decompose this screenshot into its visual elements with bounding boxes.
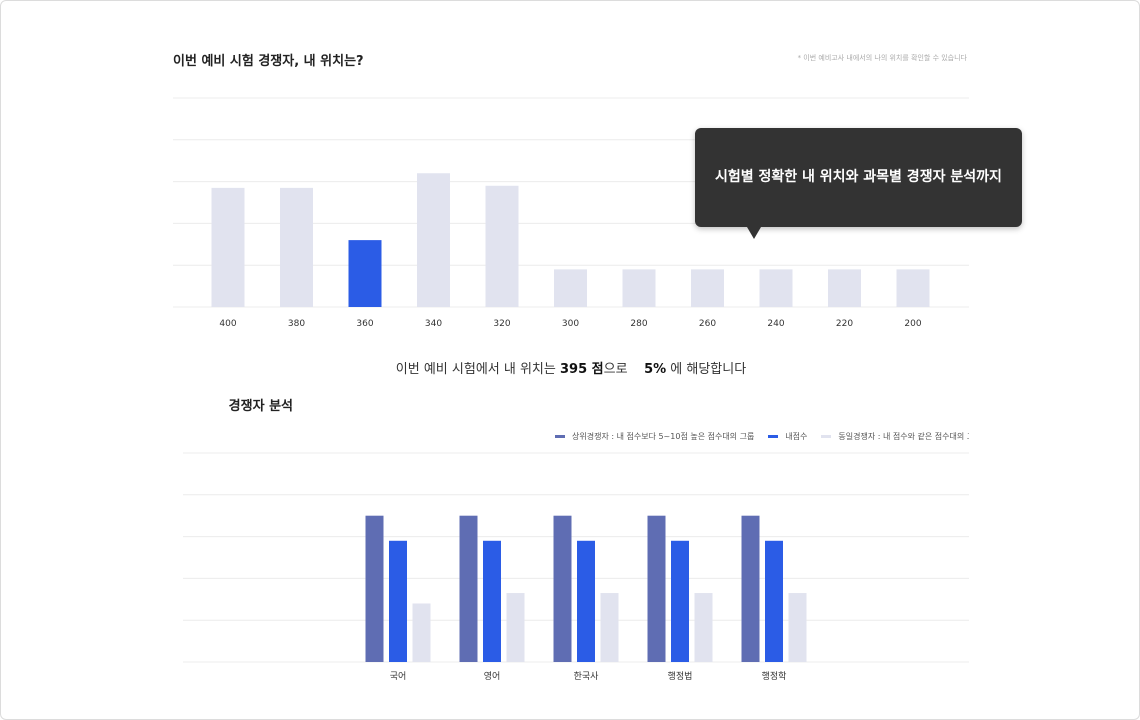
chart2-bar bbox=[694, 593, 713, 662]
summary-prefix: 이번 예비 시험에서 내 위치는 bbox=[395, 362, 560, 377]
chart2-tick-label: 국어 bbox=[390, 671, 407, 682]
chart2-bar bbox=[459, 515, 478, 662]
chart2-bar bbox=[765, 540, 783, 662]
chart1-bar bbox=[554, 269, 587, 307]
chart1-tick-label: 400 bbox=[219, 319, 236, 329]
chart1-tick-label: 360 bbox=[356, 319, 373, 329]
legend-swatch bbox=[555, 435, 565, 438]
chart2-bar bbox=[553, 515, 572, 662]
chart2-bar bbox=[600, 593, 619, 662]
summary-percent: 5% bbox=[644, 362, 667, 377]
subject-comparison-chart: 국어 영어 한국사 행정법 행정학 bbox=[183, 452, 969, 682]
legend-list: 상위경쟁자 : 내 점수보다 5~10점 높은 점수대의 그룹 내점수 동일경쟁자 … bbox=[555, 431, 969, 442]
summary-suffix: 에 해당합니다 bbox=[670, 362, 747, 377]
feature-tooltip: 시험별 정확한 내 위치와 과목별 경쟁자 분석까지 bbox=[695, 128, 1022, 239]
chart2-bar bbox=[365, 515, 384, 662]
chart1-tick-label: 240 bbox=[767, 319, 784, 329]
position-summary: 이번 예비 시험에서 내 위치는 395 점으로 5% 에 해당합니다 bbox=[1, 358, 1139, 377]
section1-title: 이번 예비 시험 경쟁자, 내 위치는? bbox=[173, 54, 364, 69]
chart2-bar bbox=[483, 540, 501, 662]
chart2-bar bbox=[647, 515, 666, 662]
chart1-bar bbox=[417, 173, 450, 307]
chart1-tick-label: 220 bbox=[836, 319, 853, 329]
chart2-tick-label: 영어 bbox=[484, 671, 501, 682]
chart2-bar bbox=[577, 540, 595, 662]
chart2-legend: 상위경쟁자 : 내 점수보다 5~10점 높은 점수대의 그룹 내점수 동일경쟁자 … bbox=[541, 431, 969, 447]
chart1-bar bbox=[759, 269, 793, 307]
section1-note: * 이번 예비고사 내에서의 나의 위치를 확인할 수 있습니다 bbox=[797, 54, 967, 62]
summary-score: 395 점 bbox=[559, 362, 604, 377]
chart1-bar bbox=[896, 269, 930, 307]
chart2-tick-label: 한국사 bbox=[574, 671, 600, 682]
chart1-tick-label: 340 bbox=[425, 319, 442, 329]
chart1-tick-label: 320 bbox=[493, 319, 510, 329]
chart2-bar bbox=[506, 593, 525, 662]
section2-title: 경쟁자 분석 bbox=[228, 399, 293, 414]
chart2-tick-label: 행정법 bbox=[668, 670, 693, 682]
legend-label: 상위경쟁자 : 내 점수보다 5~10점 높은 점수대의 그룹 bbox=[572, 432, 755, 441]
legend-label: 내점수 bbox=[785, 432, 808, 441]
chart1-tick-label: 260 bbox=[699, 319, 716, 329]
chart1-bar bbox=[828, 269, 861, 307]
summary-middle: 으로 bbox=[603, 362, 632, 377]
chart1-tick-label: 300 bbox=[562, 319, 579, 329]
legend-label: 동일경쟁자 : 내 점수와 같은 점수대의 그룹 bbox=[838, 432, 969, 441]
chart2-bar bbox=[412, 603, 431, 662]
chart1-bar bbox=[485, 185, 519, 307]
legend-item: 상위경쟁자 : 내 점수보다 5~10점 높은 점수대의 그룹 bbox=[555, 431, 754, 442]
tooltip-arrow bbox=[747, 227, 761, 239]
chart1-tick-label: 380 bbox=[288, 319, 305, 329]
chart1-bar bbox=[280, 187, 313, 307]
chart1-tick-label: 200 bbox=[904, 319, 921, 329]
chart1-tick-label: 280 bbox=[630, 319, 647, 329]
chart1-bar bbox=[348, 240, 382, 307]
legend-item: 내점수 bbox=[768, 431, 807, 442]
chart2-bar bbox=[788, 593, 807, 662]
section2-title-clip: 경쟁자 분석 bbox=[173, 395, 293, 417]
legend-swatch bbox=[821, 435, 832, 438]
chart1-bar bbox=[622, 269, 656, 307]
chart2-tick-label: 행정학 bbox=[762, 670, 787, 682]
tooltip-text: 시험별 정확한 내 위치와 과목별 경쟁자 분석까지 bbox=[715, 169, 1002, 185]
chart2-bar bbox=[741, 515, 760, 662]
legend-swatch bbox=[768, 435, 779, 438]
chart2-bar bbox=[389, 540, 407, 662]
chart1-bar bbox=[691, 269, 724, 307]
chart2-bar bbox=[671, 540, 689, 662]
chart1-bar bbox=[211, 187, 245, 307]
legend-item: 동일경쟁자 : 내 점수와 같은 점수대의 그룹 bbox=[821, 431, 969, 442]
score-distribution-chart: 400 380 360 340 320 300 280 260 240 220 200 bbox=[173, 97, 969, 329]
